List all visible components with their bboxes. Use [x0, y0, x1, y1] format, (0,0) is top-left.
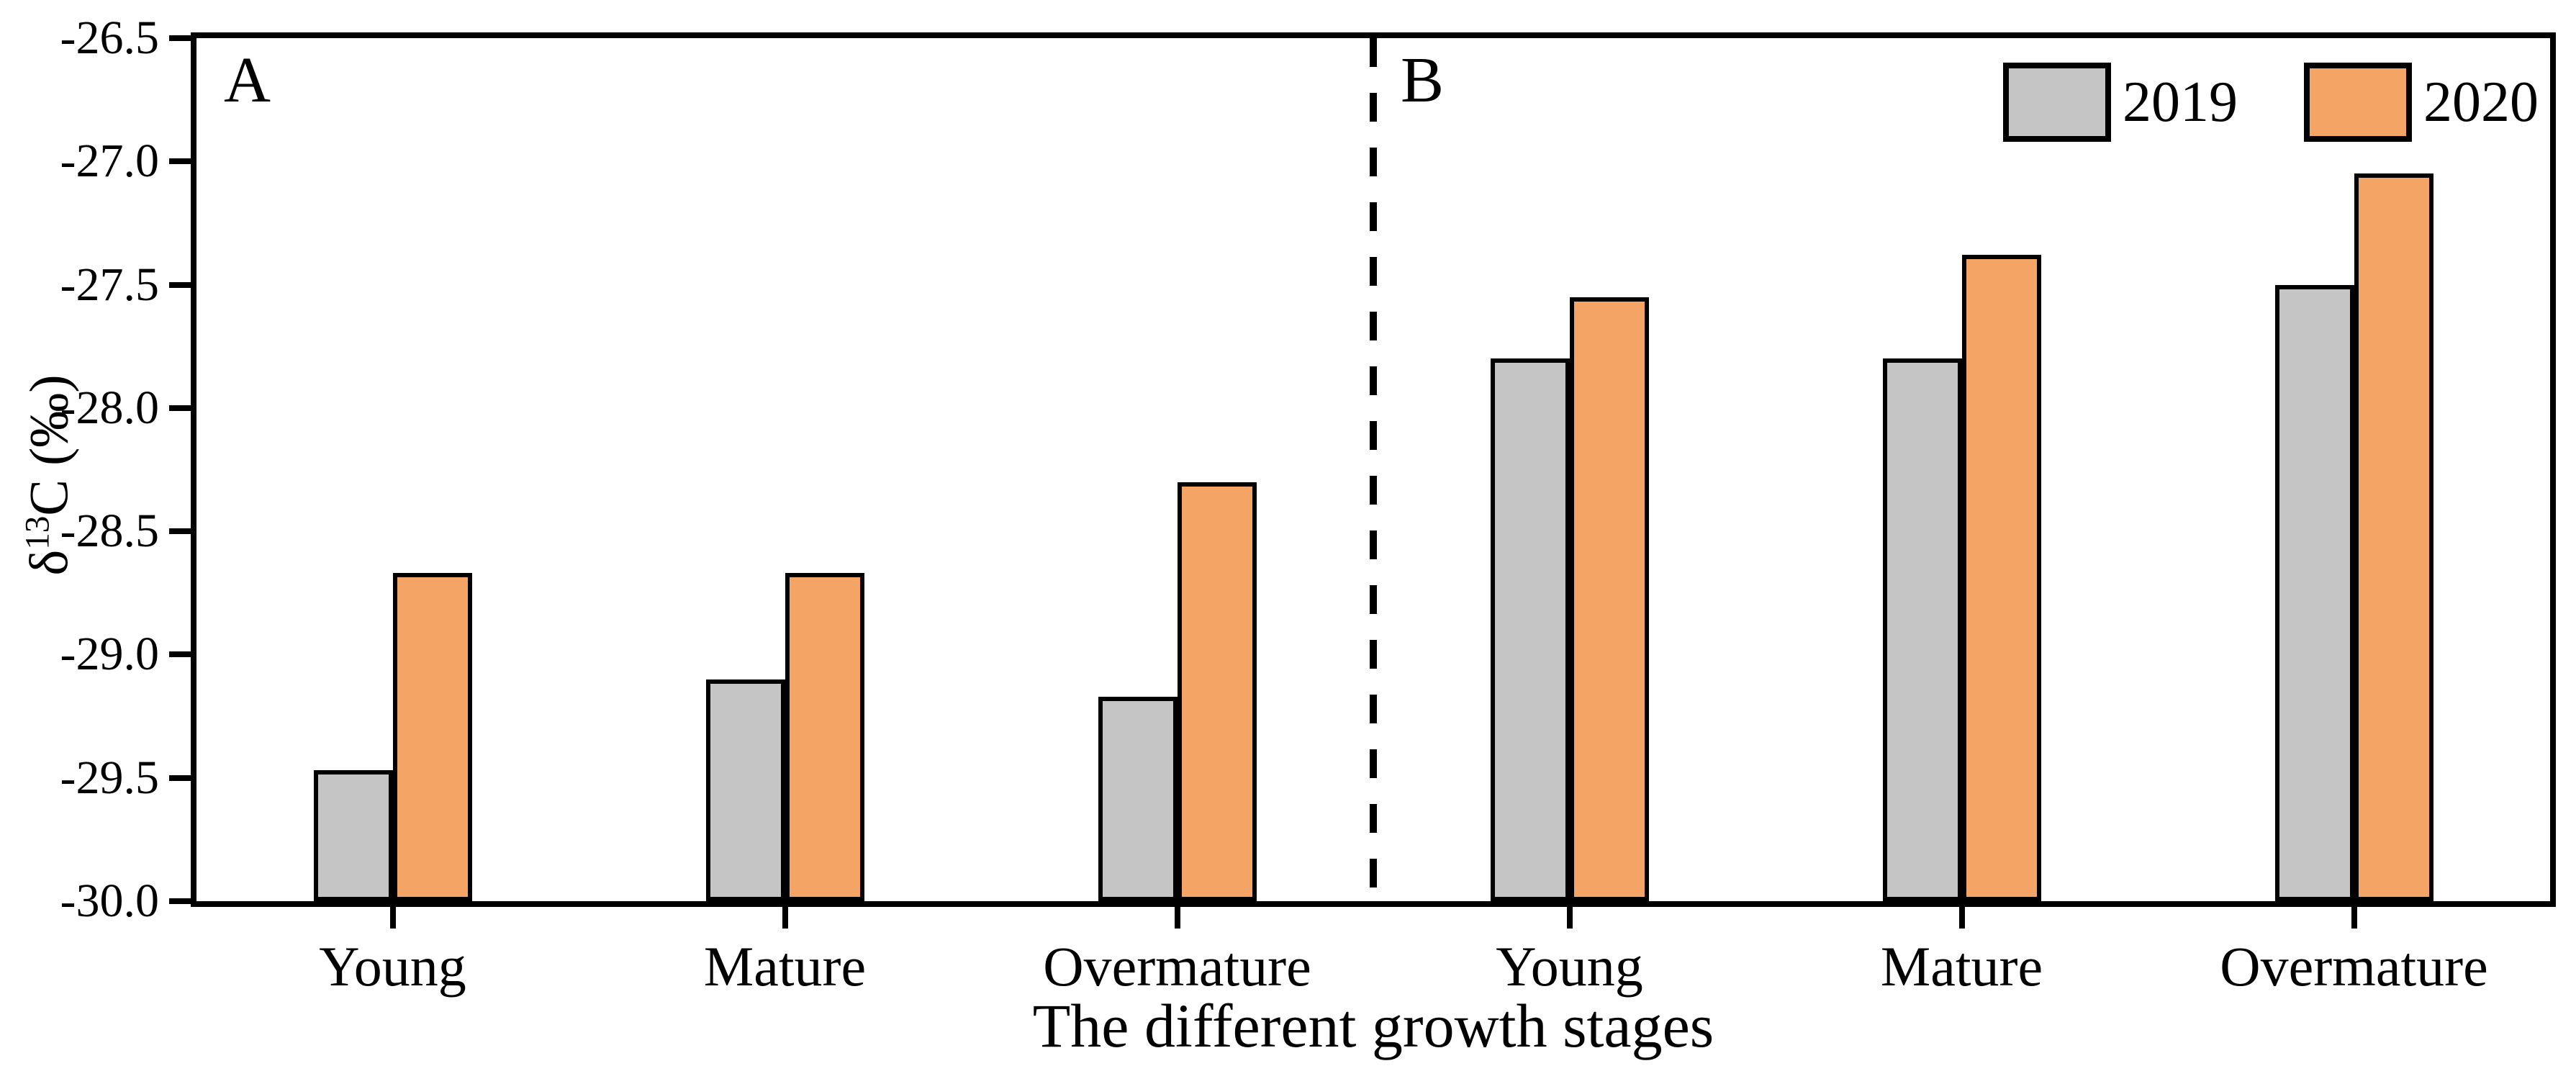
y-tick-label: -29.5	[60, 751, 159, 804]
x-tick-mark	[782, 907, 788, 929]
legend: 2019 2020	[2003, 63, 2539, 142]
legend-swatch-2020	[2304, 63, 2412, 142]
y-tick-mark	[169, 528, 191, 535]
y-tick-label: -30.0	[60, 875, 159, 927]
x-tick-label-young: Young	[319, 935, 466, 998]
y-axis-title-superscript: 13	[19, 515, 57, 550]
y-tick-mark	[169, 774, 191, 781]
x-tick-label-mature: Mature	[703, 935, 867, 998]
legend-swatch-2019	[2003, 63, 2111, 142]
x-tick-mark	[1566, 907, 1573, 929]
y-tick-label: -28.0	[60, 381, 159, 434]
y-tick-label: -27.0	[60, 135, 159, 188]
x-tick-mark	[389, 907, 396, 929]
y-tick-mark	[169, 35, 191, 41]
panel-label-b: B	[1401, 45, 1445, 116]
y-tick-label: -28.5	[60, 505, 159, 558]
bar-b-young-2019	[1490, 358, 1570, 901]
y-tick-label: -29.0	[60, 628, 159, 681]
legend-item-2019: 2019	[2003, 63, 2238, 142]
plot-area: 2019 2020 -26.5 -27.0 -27.5 -28.0 -28.5 -29.0 -…	[60, 14, 2556, 995]
y-tick-mark	[169, 651, 191, 658]
y-tick-mark	[169, 281, 191, 288]
x-tick-label-overmature: Overmature	[2220, 935, 2488, 998]
panel-label-a: A	[224, 45, 271, 116]
y-tick-mark	[169, 405, 191, 411]
bar-b-mature-2020	[1961, 255, 2041, 901]
bar-a-mature-2020	[785, 573, 864, 901]
y-tick-mark	[169, 898, 191, 904]
x-tick-label-mature: Mature	[1880, 935, 2043, 998]
bar-a-overmature-2020	[1177, 482, 1257, 901]
x-tick-mark	[2351, 907, 2357, 929]
y-tick-label: -27.5	[60, 258, 159, 311]
legend-item-2020: 2020	[2304, 63, 2539, 142]
bar-a-young-2020	[392, 573, 472, 901]
bar-a-overmature-2019	[1098, 697, 1178, 901]
bar-a-mature-2019	[705, 679, 785, 901]
y-axis-title-delta: δ	[19, 549, 80, 576]
bar-b-mature-2019	[1882, 358, 1962, 901]
legend-label-2020: 2020	[2423, 71, 2539, 134]
bar-b-young-2020	[1569, 297, 1649, 901]
x-tick-label-overmature: Overmature	[1043, 935, 1311, 998]
x-tick-mark	[1958, 907, 1965, 929]
bar-b-overmature-2020	[2354, 173, 2433, 901]
y-axis-title-rest: C (‰)	[19, 374, 80, 516]
x-tick-mark	[1174, 907, 1180, 929]
legend-label-2019: 2019	[2123, 71, 2238, 134]
bar-a-young-2019	[313, 770, 393, 901]
panel-separator-dashed-line	[1370, 38, 1377, 901]
x-axis-title: The different growth stages	[1032, 991, 1714, 1060]
y-axis-title: δ13C (‰)	[19, 374, 79, 575]
bar-b-overmature-2019	[2274, 285, 2354, 901]
y-tick-mark	[169, 158, 191, 165]
plot-inner: 2019 2020 -26.5 -27.0 -27.5 -28.0 -28.5 -29.0 -…	[60, 14, 2550, 995]
y-tick-label: -26.5	[60, 12, 159, 64]
x-tick-label-young: Young	[1496, 935, 1643, 998]
